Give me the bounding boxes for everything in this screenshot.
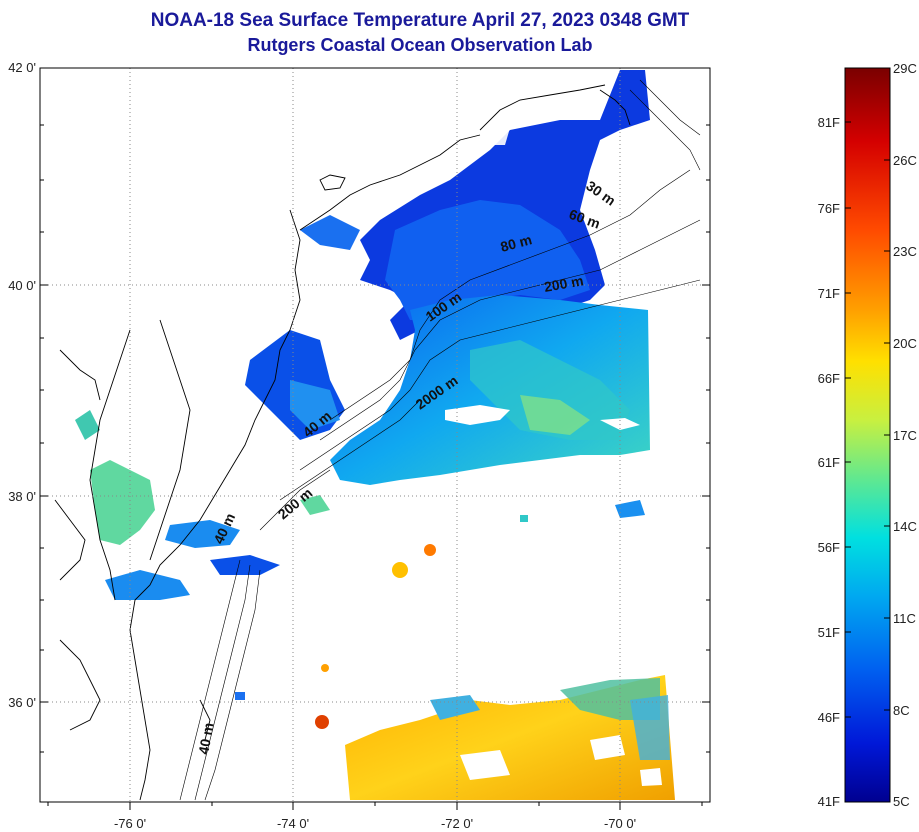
svg-text:200 m: 200 m — [543, 272, 585, 295]
svg-text:56F: 56F — [818, 540, 840, 555]
svg-text:20C: 20C — [893, 336, 917, 351]
bathymetry-contours — [179, 79, 701, 801]
svg-text:51F: 51F — [818, 625, 840, 640]
sst-data-layer — [75, 70, 675, 800]
svg-text:46F: 46F — [818, 710, 840, 725]
svg-text:5C: 5C — [893, 794, 910, 809]
colorbar-gradient — [844, 67, 891, 803]
tick-marks — [40, 67, 710, 810]
svg-text:14C: 14C — [893, 519, 917, 534]
lat-label-38: 38 0' — [8, 489, 36, 504]
lon-label-70: -70 0' — [604, 816, 636, 831]
lat-label-36: 36 0' — [8, 695, 36, 710]
svg-text:41F: 41F — [818, 794, 840, 809]
svg-text:17C: 17C — [893, 428, 917, 443]
lat-label-42: 42 0' — [8, 60, 36, 75]
map-title: NOAA-18 Sea Surface Temperature April 27… — [150, 10, 690, 31]
svg-text:61F: 61F — [818, 455, 840, 470]
longitude-labels: -76 0' -74 0' -72 0' -70 0' — [114, 816, 636, 831]
svg-text:8C: 8C — [893, 703, 910, 718]
map-subtitle: Rutgers Coastal Ocean Observation Lab — [247, 35, 593, 55]
lon-label-74: -74 0' — [277, 816, 309, 831]
svg-text:11C: 11C — [893, 611, 916, 626]
svg-text:80 m: 80 m — [499, 231, 534, 255]
lat-label-40: 40 0' — [8, 278, 36, 293]
svg-text:71F: 71F — [818, 286, 840, 301]
svg-text:81F: 81F — [818, 115, 840, 130]
lon-label-72: -72 0' — [441, 816, 473, 831]
colorbar: 29C 26C 23C 20C 17C 14C 11C 8C 5C 81F 76… — [818, 61, 917, 809]
svg-text:40 m: 40 m — [195, 721, 216, 755]
svg-text:30 m: 30 m — [583, 177, 618, 208]
svg-text:66F: 66F — [818, 371, 840, 386]
svg-text:76F: 76F — [818, 201, 840, 216]
lon-label-76: -76 0' — [114, 816, 146, 831]
svg-text:29C: 29C — [893, 61, 917, 76]
svg-text:26C: 26C — [893, 153, 917, 168]
svg-text:23C: 23C — [893, 244, 917, 259]
latitude-labels: 42 0' 40 0' 38 0' 36 0' — [8, 60, 36, 710]
